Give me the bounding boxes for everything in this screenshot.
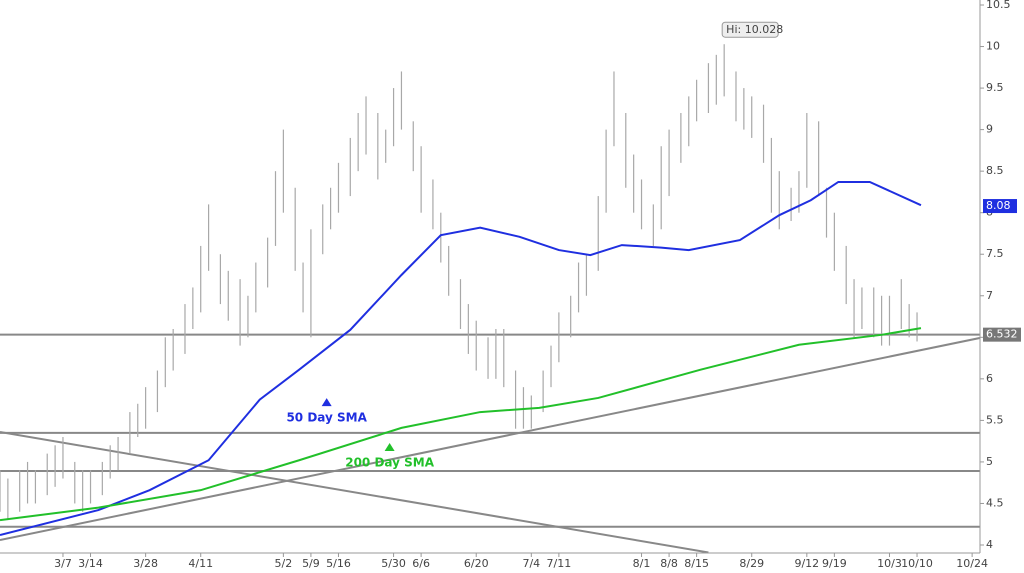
x-tick-label: 7/4 [522, 557, 540, 570]
x-tick-label: 5/16 [326, 557, 351, 570]
sma-line [0, 327, 922, 522]
annotation-label: 200 Day SMA [345, 455, 435, 469]
x-tick-label: 9/19 [822, 557, 847, 570]
y-tick-label: 6 [986, 372, 993, 385]
annotation-marker [321, 398, 332, 407]
last-value-box [983, 199, 1017, 214]
last-value-label: 8.08 [986, 199, 1011, 212]
y-tick-label: 10 [986, 40, 1000, 53]
x-tick-label: 5/9 [302, 557, 320, 570]
trend-line [0, 336, 980, 541]
hi-label: Hi: 10.028 [726, 23, 783, 36]
level-value-label: 6.532 [986, 328, 1018, 341]
y-tick-label: 9.5 [986, 81, 1004, 94]
x-tick-label: 8/15 [684, 557, 709, 570]
y-tick-label: 4.5 [986, 496, 1004, 509]
x-tick-label: 10/24 [956, 557, 988, 570]
annotation-label: 50 Day SMA [286, 411, 367, 425]
plot-area [0, 44, 980, 553]
x-tick-label: 6/6 [412, 557, 430, 570]
y-tick-label: 4 [986, 538, 993, 551]
y-tick-label: 7 [986, 289, 993, 302]
x-tick-label: 7/11 [547, 557, 572, 570]
x-tick-label: 8/1 [633, 557, 651, 570]
x-tick-label: 5/2 [275, 557, 293, 570]
x-tick-label: 10/10 [901, 557, 933, 570]
y-tick-label: 10.5 [986, 0, 1011, 11]
x-tick-label: 4/11 [188, 557, 213, 570]
x-tick-label: 3/7 [54, 557, 72, 570]
x-tick-label: 3/14 [78, 557, 103, 570]
x-tick-label: 3/28 [133, 557, 158, 570]
y-tick-label: 9 [986, 123, 993, 136]
x-tick-label: 9/12 [794, 557, 819, 570]
sma-line [0, 180, 922, 537]
annotation-marker [384, 442, 395, 451]
x-tick-label: 5/30 [381, 557, 406, 570]
y-tick-label: 7.5 [986, 247, 1004, 260]
y-tick-label: 5.5 [986, 413, 1004, 426]
y-tick-label: 8.5 [986, 164, 1004, 177]
x-tick-label: 6/20 [464, 557, 489, 570]
y-tick-label: 5 [986, 455, 993, 468]
level-value-box [983, 327, 1021, 342]
x-tick-label: 10/3 [877, 557, 902, 570]
x-tick-label: 8/8 [660, 557, 678, 570]
x-tick-label: 8/29 [739, 557, 764, 570]
hi-label-box [721, 21, 779, 38]
